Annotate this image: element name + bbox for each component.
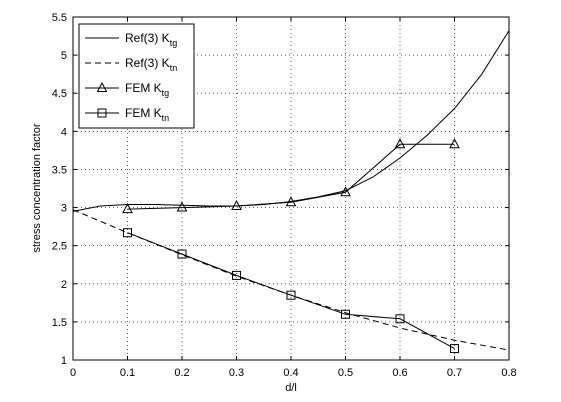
legend-entry-label: FEM Ktn — [125, 106, 169, 123]
y-tick-label: 2 — [61, 279, 67, 291]
data-point-triangle — [285, 196, 297, 207]
data-point-triangle — [340, 186, 351, 197]
legend-entry-subscript: tn — [170, 63, 178, 73]
legend-entry-subscript: tg — [162, 88, 170, 98]
x-tick-label: 0.1 — [120, 367, 135, 379]
y-tick-label: 1.5 — [52, 317, 67, 329]
x-tick-label: 0.5 — [338, 367, 353, 379]
series-group — [72, 30, 510, 354]
data-point-square — [450, 344, 459, 354]
x-tick-label: 0.4 — [283, 367, 298, 379]
data-point-square — [395, 314, 405, 324]
legend-entry-name: Ref(3) K — [125, 31, 170, 45]
series-line-2 — [127, 143, 455, 210]
x-tick-label: 0.8 — [501, 367, 516, 379]
x-tick-label: 0 — [70, 367, 76, 379]
legend-entry-label: Ref(3) Ktn — [125, 56, 177, 73]
data-point-triangle — [449, 138, 460, 149]
data-point-triangle — [231, 199, 242, 211]
legend-entry-name: FEM K — [125, 81, 162, 95]
legend-entry-subscript: tg — [170, 38, 178, 48]
y-tick-label: 4.5 — [52, 88, 67, 100]
x-tick-label: 0.7 — [447, 367, 462, 379]
legend-entry-label: Ref(3) Ktg — [125, 31, 177, 48]
legend-entry-label: FEM Ktg — [125, 81, 169, 98]
legend-entry-name: Ref(3) K — [125, 56, 170, 70]
legend-entry-subscript: tn — [162, 113, 170, 123]
y-tick-label: 3 — [61, 203, 67, 215]
legend-marker-square — [97, 108, 107, 118]
y-tick-label: 5.5 — [52, 12, 67, 24]
axis-ticks: 0 0.1 0.2 0.3 0.4 0.5 0.6 0.7 0.8 1 1.5 2 2.5 3 3.5 4 4.… — [52, 12, 517, 379]
data-point-square — [232, 270, 241, 280]
x-tick-label: 0.3 — [229, 367, 244, 379]
y-tick-label: 2.5 — [52, 241, 67, 253]
y-tick-label: 4 — [61, 126, 67, 138]
data-point-square — [286, 290, 296, 300]
legend-marker-triangle — [96, 81, 108, 92]
data-point-square — [177, 249, 187, 259]
y-tick-label: 1 — [61, 355, 67, 367]
data-point-square — [123, 228, 132, 238]
x-tick-label: 0.2 — [174, 367, 189, 379]
data-point-triangle — [176, 201, 188, 212]
y-axis-label: stress concentration factor — [31, 123, 43, 252]
series-line-0 — [72, 30, 510, 212]
series-line-3 — [127, 232, 455, 350]
y-tick-label: 3.5 — [52, 164, 67, 176]
x-axis-label: d/l — [285, 382, 297, 394]
y-tick-label: 5 — [61, 50, 67, 62]
data-point-square — [341, 309, 350, 319]
x-tick-label: 0.6 — [392, 367, 407, 379]
data-point-triangle — [122, 203, 133, 214]
data-point-triangle — [394, 138, 406, 149]
legend-entry-name: FEM K — [125, 106, 162, 120]
